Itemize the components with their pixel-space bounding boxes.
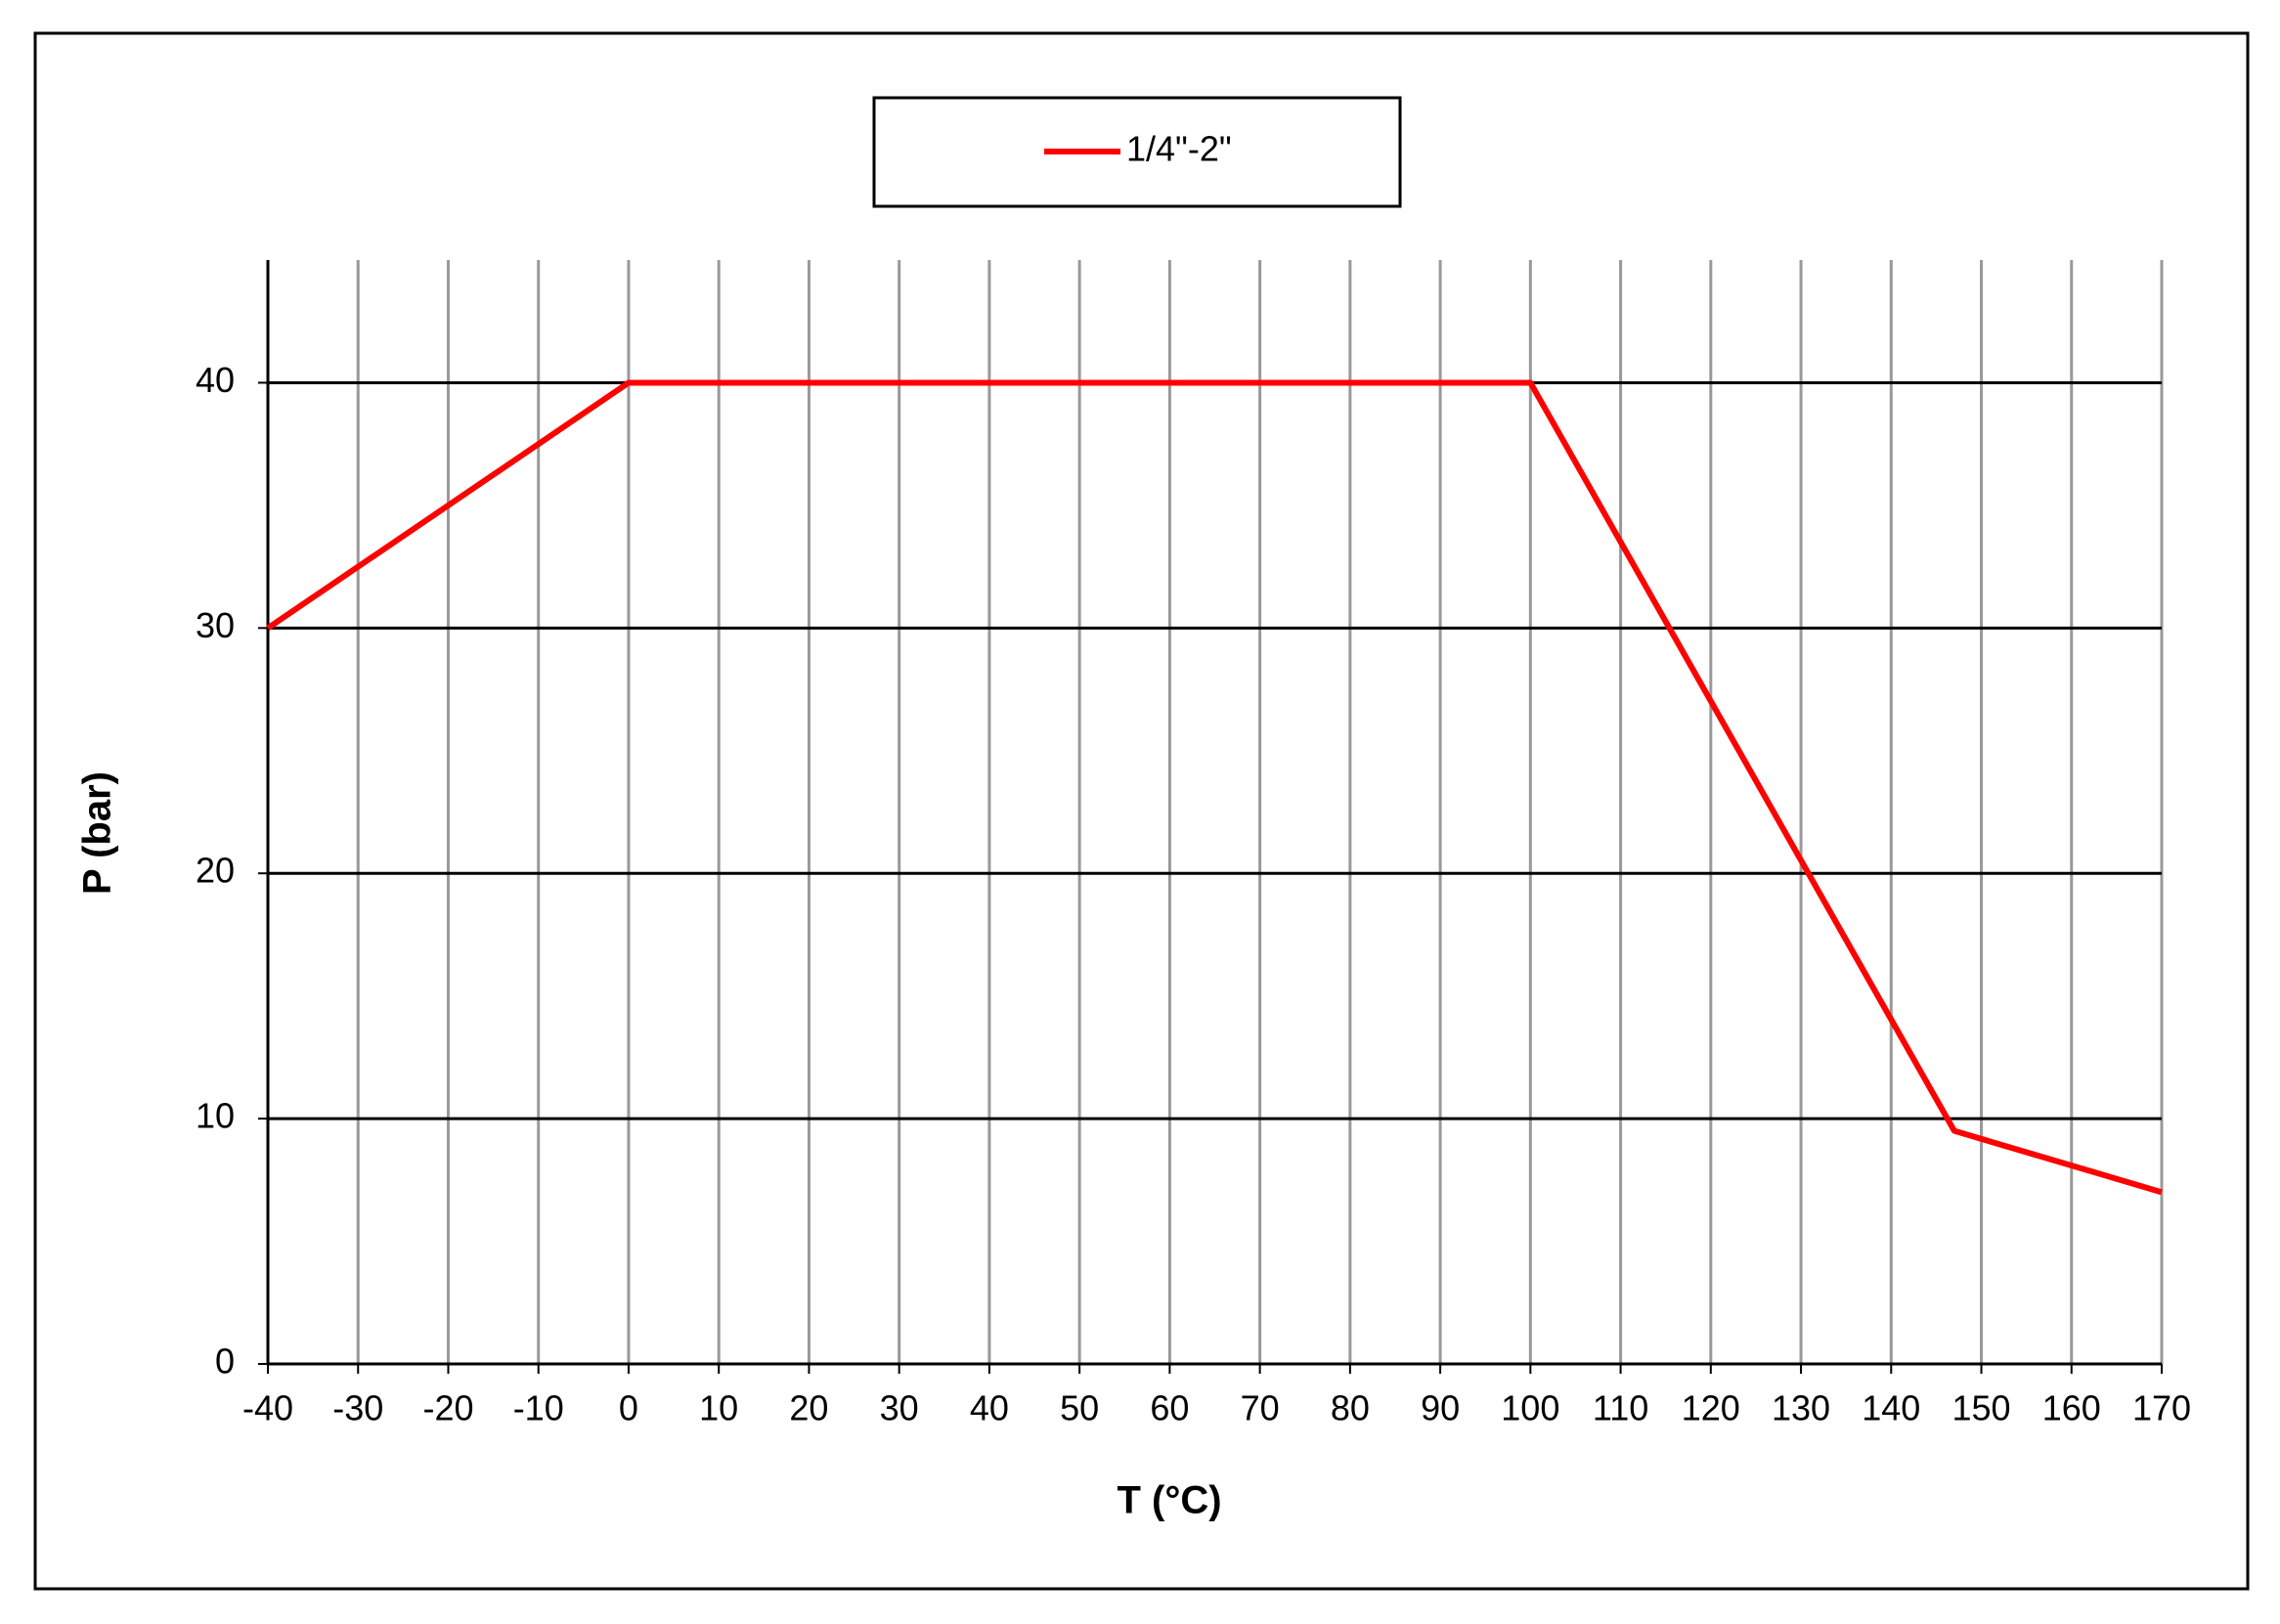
x-tick-label: -20 [422, 1388, 473, 1428]
legend-label: 1/4"-2" [1126, 129, 1232, 169]
x-tick-label: -30 [332, 1388, 383, 1428]
x-tick-label: 50 [1060, 1388, 1099, 1428]
x-tick-label: 100 [1501, 1388, 1559, 1428]
x-tick-label: 130 [1772, 1388, 1830, 1428]
x-tick-label: 20 [789, 1388, 828, 1428]
x-tick-label: 160 [2042, 1388, 2101, 1428]
chart-border [33, 31, 2250, 1591]
x-tick-label: 10 [699, 1388, 738, 1428]
x-tick-label: 90 [1421, 1388, 1460, 1428]
x-tick-label: 170 [2132, 1388, 2191, 1428]
x-tick-label: -10 [513, 1388, 564, 1428]
y-tick-label: 0 [215, 1341, 235, 1382]
x-tick-label: 70 [1241, 1388, 1280, 1428]
y-tick-label: 30 [196, 605, 235, 645]
x-tick-label: -40 [242, 1388, 293, 1428]
x-tick-label: 110 [1593, 1388, 1648, 1428]
y-tick-label: 10 [196, 1096, 235, 1136]
x-tick-label: 140 [1862, 1388, 1920, 1428]
y-axis-title: P (bar) [76, 771, 119, 895]
y-tick-label: 20 [196, 851, 235, 891]
x-tick-label: 30 [880, 1388, 919, 1428]
y-tick-label: 40 [196, 360, 235, 400]
legend-box [872, 96, 1402, 208]
x-tick-label: 60 [1150, 1388, 1189, 1428]
x-tick-label: 0 [619, 1388, 638, 1428]
x-tick-label: 150 [1951, 1388, 2010, 1428]
x-tick-label: 40 [970, 1388, 1009, 1428]
x-tick-label: 120 [1682, 1388, 1740, 1428]
x-tick-label: 80 [1331, 1388, 1370, 1428]
data-line [266, 379, 2163, 1196]
x-axis-title: T (°C) [1117, 1479, 1221, 1522]
